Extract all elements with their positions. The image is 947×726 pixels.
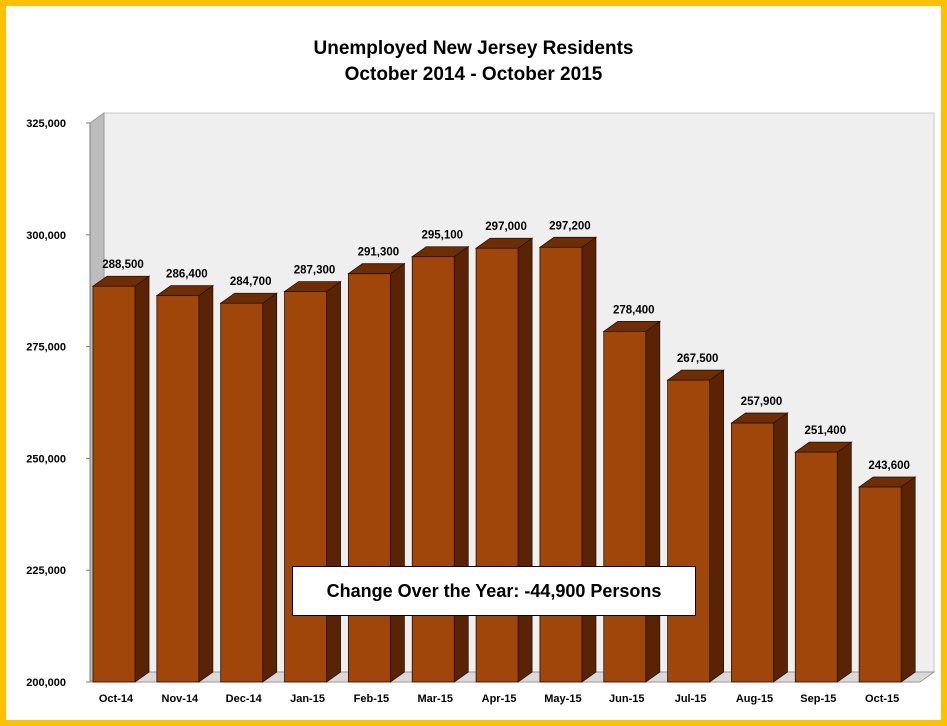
data-label: 267,500 [677,353,719,365]
y-tick-label: 250,000 [26,453,66,465]
data-label: 284,700 [230,276,272,288]
change-annotation: Change Over the Year: -44,900 Persons [292,566,696,616]
data-label: 243,600 [868,460,910,472]
y-tick-label: 325,000 [26,118,66,130]
data-label: 291,300 [358,247,400,259]
x-tick-label: Dec-14 [226,693,263,705]
bar-side [262,292,278,683]
data-label: 278,400 [613,304,655,316]
chart-subtitle: October 2014 - October 2015 [344,64,603,85]
data-label: 287,300 [294,265,336,277]
x-tick-label: Oct-15 [865,693,899,705]
x-tick-label: Oct-14 [99,693,134,705]
x-tick-label: Mar-15 [417,693,452,705]
bar [794,451,838,683]
x-tick-label: Nov-14 [162,693,200,705]
bar [284,291,327,683]
bar [667,379,711,683]
bar-side [198,284,214,683]
x-tick-label: Apr-15 [482,693,517,705]
data-label: 288,500 [102,259,144,271]
bar-side [134,275,150,683]
x-tick-label: Aug-15 [736,693,773,705]
bar-side [773,412,788,683]
data-label: 251,400 [805,425,847,437]
bar-side [900,476,916,683]
data-label: 295,100 [421,230,463,242]
bar [858,486,902,683]
x-tick-label: Jun-15 [609,693,644,705]
bar-side [453,245,469,683]
x-tick-label: Sep-15 [800,693,836,705]
bar [475,247,519,683]
data-label: 286,400 [166,269,208,281]
chart-title: Unemployed New Jersey Residents [313,38,634,59]
bar [411,256,455,683]
bar-side [389,262,405,683]
bar-side [836,441,852,683]
x-tick-label: May-15 [544,693,581,705]
bar-side [645,320,661,683]
data-label: 257,900 [741,396,783,408]
bar [539,246,583,683]
y-tick-label: 200,000 [26,677,66,689]
bar [220,302,264,683]
data-label: 297,200 [549,220,591,232]
y-tick-label: 225,000 [26,565,66,577]
y-tick-label: 275,000 [26,342,66,354]
bar [347,273,391,683]
bar-side [709,369,725,683]
data-label: 297,000 [485,221,527,233]
y-tick-label: 300,000 [26,230,66,242]
bar [603,330,647,683]
bar [156,295,200,683]
bar [731,422,774,683]
x-tick-label: Jan-15 [290,693,325,705]
x-tick-label: Jul-15 [675,693,707,705]
x-tick-label: Feb-15 [354,693,389,705]
bar-side [326,280,341,683]
bar [92,285,136,683]
